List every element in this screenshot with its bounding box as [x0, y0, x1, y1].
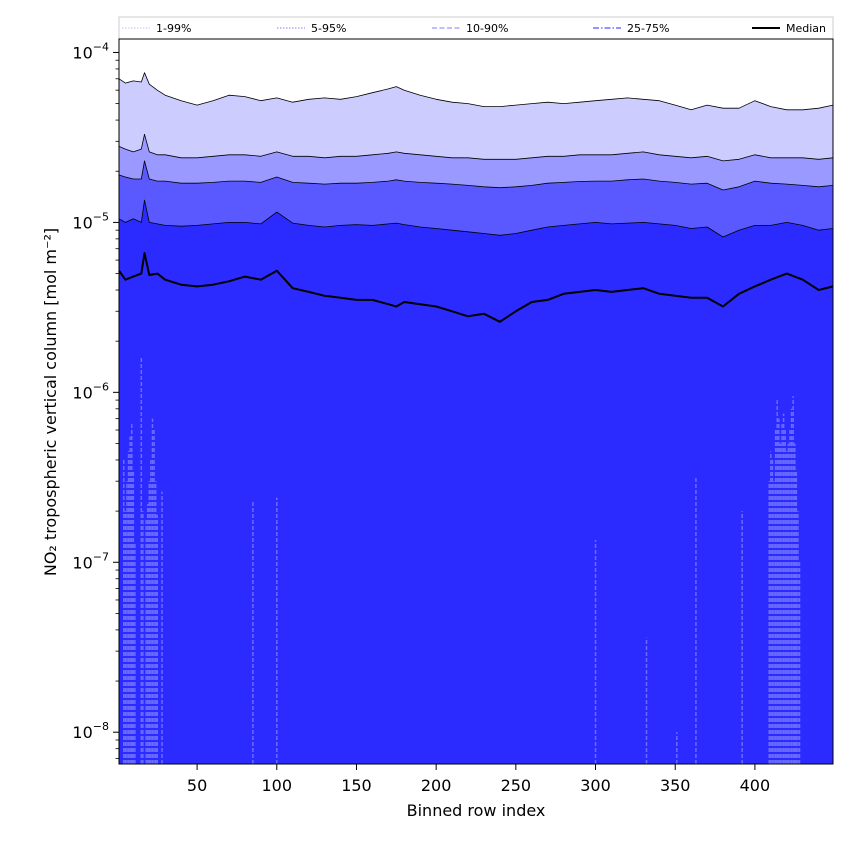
x-tick-label: 250 — [501, 776, 532, 795]
legend-label: 25-75% — [627, 22, 669, 35]
x-tick-label: 350 — [660, 776, 691, 795]
legend-label: 1-99% — [156, 22, 191, 35]
x-axis-label: Binned row index — [407, 801, 546, 820]
x-axis: 50 100 150 200 250 300 350 400 — [187, 764, 770, 795]
line-1-99 — [118, 72, 834, 111]
legend-label: 5-95% — [311, 22, 346, 35]
legend-label: 10-90% — [466, 22, 508, 35]
plot-area — [118, 38, 834, 765]
percentile-bands — [119, 72, 833, 765]
legend-label: Median — [786, 22, 826, 35]
y-tick-label: 10−7 — [72, 550, 109, 572]
x-tick-label: 400 — [740, 776, 771, 795]
y-tick-label: 10−8 — [72, 720, 109, 742]
band-25-75 — [119, 200, 833, 764]
line-5-95 — [118, 133, 834, 162]
x-tick-label: 300 — [580, 776, 611, 795]
x-tick-label: 150 — [341, 776, 372, 795]
x-tick-label: 200 — [421, 776, 452, 795]
median-line — [118, 252, 834, 323]
x-tick-label: 100 — [262, 776, 293, 795]
y-axis: 10−8 10−7 10−6 10−5 10−4 — [72, 40, 119, 759]
legend: 1-99% 5-95% 10-90% 25-75% Median — [118, 16, 834, 40]
line-10-90 — [118, 160, 834, 191]
y-tick-label: 10−6 — [72, 380, 109, 402]
series-lines — [118, 72, 834, 323]
x-tick-label: 50 — [187, 776, 207, 795]
y-tick-label: 10−4 — [72, 40, 109, 62]
y-axis-label: NO₂ tropospheric vertical column [mol m⁻… — [41, 228, 60, 576]
y-tick-label: 10−5 — [72, 210, 109, 232]
lower-spikes — [123, 357, 801, 764]
line-25-75 — [118, 199, 834, 238]
plot-frame — [118, 38, 834, 765]
